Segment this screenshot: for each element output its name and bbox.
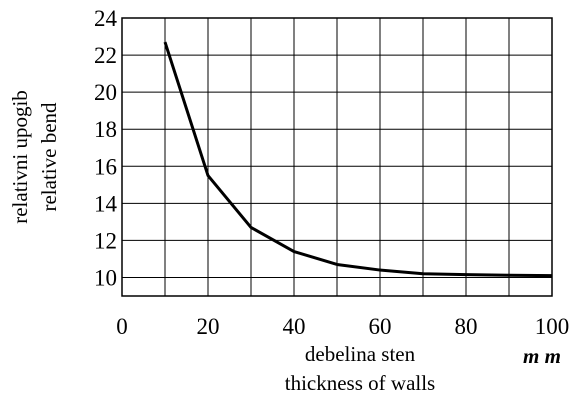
y-tick-label: 10 (94, 265, 117, 290)
series-group (163, 41, 553, 278)
y-tick-label: 12 (94, 228, 117, 253)
x-tick-label: 40 (283, 314, 306, 339)
y-axis-title-2: relative bend (37, 102, 61, 212)
grid-lines (122, 18, 552, 296)
x-tick-label: 100 (535, 314, 570, 339)
y-tick-label: 22 (94, 43, 117, 68)
y-tick-label: 24 (94, 6, 118, 31)
y-tick-label: 16 (94, 154, 117, 179)
y-tick-label: 18 (94, 117, 117, 142)
x-axis-unit: m m (523, 344, 561, 368)
x-tick-label: 60 (369, 314, 392, 339)
x-axis-ticks: 0 20 40 60 80 100 (116, 314, 569, 339)
x-axis-label-line1: debelina sten (305, 342, 416, 366)
series-line (163, 41, 553, 278)
x-tick-label: 80 (455, 314, 478, 339)
x-tick-label: 20 (197, 314, 220, 339)
y-axis-ticks: 10 12 14 16 18 20 22 24 (94, 6, 118, 290)
y-axis-label-line2: relative bend (37, 102, 61, 212)
y-axis-label-line1: relativni upogib (8, 90, 32, 224)
plot-frame (121, 17, 553, 297)
y-tick-label: 20 (94, 80, 117, 105)
y-axis-title: relativni upogib (8, 90, 32, 224)
x-axis-label-line2: thickness of walls (285, 371, 435, 395)
x-tick-label: 0 (116, 314, 128, 339)
y-tick-label: 14 (94, 191, 118, 216)
